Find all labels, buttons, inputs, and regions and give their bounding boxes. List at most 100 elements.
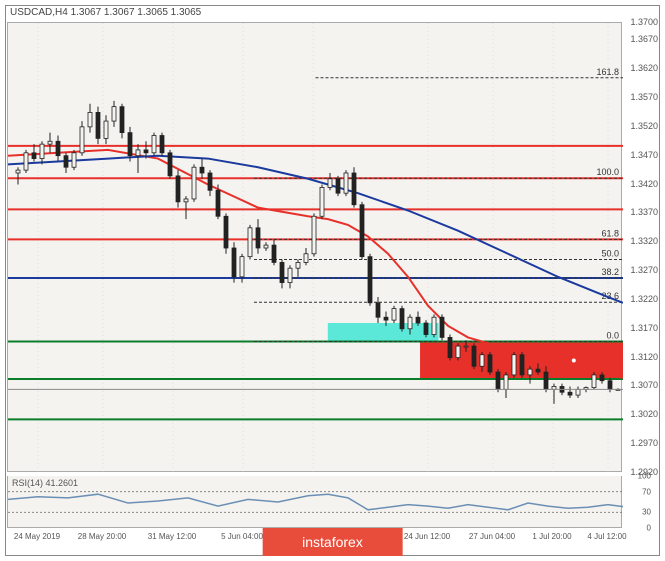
candle: [464, 346, 468, 347]
candle: [384, 317, 388, 320]
candle: [200, 167, 204, 173]
chart-zone-rect: [328, 323, 439, 341]
candle: [160, 136, 164, 153]
candle: [80, 127, 84, 153]
dot-marker: [572, 359, 576, 363]
y-tick-label: 1.3420: [630, 179, 658, 189]
x-tick-label: 31 May 12:00: [148, 532, 196, 541]
y-tick-label: 1.3170: [630, 323, 658, 333]
candle: [152, 136, 156, 153]
y-tick-label: 1.3370: [630, 207, 658, 217]
candle: [120, 107, 124, 133]
candle: [256, 228, 260, 248]
candle: [248, 228, 252, 257]
candle: [320, 187, 324, 216]
candle: [360, 205, 364, 257]
candle: [496, 372, 500, 389]
candle: [376, 303, 380, 317]
y-tick-label: 1.3120: [630, 352, 658, 362]
y-tick-label: 1.3320: [630, 236, 658, 246]
candle: [112, 107, 116, 121]
candle: [512, 355, 516, 375]
candle: [128, 133, 132, 156]
candle: [568, 392, 572, 395]
rsi-y-label: 100: [638, 472, 651, 481]
candle: [192, 167, 196, 199]
candle: [280, 262, 284, 282]
candle: [528, 369, 532, 375]
candle: [448, 337, 452, 357]
y-axis: 1.29201.29701.30201.30701.31201.31701.32…: [624, 22, 660, 472]
candle: [88, 112, 92, 126]
rsi-svg: [8, 476, 623, 528]
candle: [440, 317, 444, 337]
candle: [424, 323, 428, 335]
candle: [24, 153, 28, 170]
candle: [240, 257, 244, 277]
rsi-line: [8, 494, 623, 510]
x-tick-label: 5 Jun 04:00: [221, 532, 263, 541]
svg-text:0.0: 0.0: [606, 330, 619, 340]
candle: [48, 141, 52, 144]
candle: [288, 268, 292, 282]
candle: [304, 254, 308, 263]
y-tick-label: 1.3470: [630, 150, 658, 160]
candle: [184, 199, 188, 202]
main-chart-area[interactable]: 161.8100.061.850.038.223.60.0: [7, 22, 622, 472]
x-tick-label: 24 May 2019: [14, 532, 60, 541]
candle: [168, 153, 172, 176]
candle: [104, 121, 108, 138]
svg-text:161.8: 161.8: [596, 67, 619, 77]
svg-text:61.8: 61.8: [601, 228, 619, 238]
candle: [40, 144, 44, 158]
candle: [432, 317, 436, 334]
y-tick-label: 1.3020: [630, 409, 658, 419]
candle: [264, 245, 268, 248]
y-tick-label: 1.3520: [630, 121, 658, 131]
candle: [408, 317, 412, 329]
y-tick-label: 1.3070: [630, 380, 658, 390]
svg-text:100.0: 100.0: [596, 167, 619, 177]
candle: [144, 150, 148, 153]
y-tick-label: 1.3220: [630, 294, 658, 304]
x-tick-label: 1 Jul 20:00: [532, 532, 571, 541]
svg-text:38.2: 38.2: [601, 267, 619, 277]
x-tick-label: 28 May 20:00: [78, 532, 126, 541]
candle: [352, 173, 356, 205]
candle: [456, 346, 460, 358]
chart-svg: 161.8100.061.850.038.223.60.0: [8, 23, 623, 473]
y-tick-label: 1.3620: [630, 63, 658, 73]
candle: [504, 375, 508, 389]
candle: [16, 170, 20, 173]
chart-title: USDCAD,H4 1.3067 1.3067 1.3065 1.3065: [10, 7, 201, 18]
x-tick-label: 27 Jun 04:00: [469, 532, 515, 541]
candle: [232, 248, 236, 277]
candle: [136, 150, 140, 156]
candle: [208, 173, 212, 190]
candle: [392, 309, 396, 321]
candle: [520, 355, 524, 375]
svg-text:50.0: 50.0: [601, 249, 619, 259]
candle: [368, 257, 372, 303]
candle: [272, 245, 276, 262]
x-tick-label: 24 Jun 12:00: [404, 532, 450, 541]
candle: [480, 355, 484, 367]
candle: [312, 216, 316, 254]
candle: [416, 317, 420, 323]
rsi-y-label: 30: [642, 508, 651, 517]
candle: [32, 153, 36, 159]
x-tick-label: 4 Jul 12:00: [587, 532, 626, 541]
rsi-panel: RSI(14) 41.2601 03070100: [7, 476, 622, 528]
candle: [536, 369, 540, 372]
candle: [328, 179, 332, 188]
candle: [488, 355, 492, 372]
candle: [608, 381, 612, 390]
y-tick-label: 1.2970: [630, 438, 658, 448]
candle: [344, 173, 348, 193]
candle: [544, 372, 548, 389]
candle: [576, 389, 580, 395]
candle: [96, 112, 100, 138]
candle: [64, 156, 68, 168]
candle: [216, 190, 220, 216]
y-tick-label: 1.3700: [630, 17, 658, 27]
